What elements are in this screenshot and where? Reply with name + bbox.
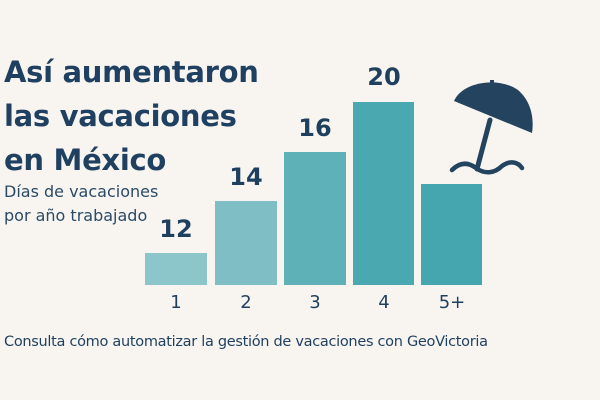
- title-line-3: en México: [4, 143, 166, 177]
- subtitle-line-1: Días de vacaciones: [4, 182, 159, 201]
- title-line-1: Así aumentaron: [4, 55, 259, 89]
- bar-2: [215, 201, 277, 285]
- bar-4: [353, 102, 414, 285]
- category-label-3: 3: [309, 292, 321, 313]
- bar-value-3: 16: [298, 114, 332, 142]
- subtitle: Días de vacaciones por año trabajado: [4, 180, 158, 228]
- page-title: Así aumentaron las vacaciones en México: [4, 50, 259, 182]
- bar-value-2: 14: [229, 163, 263, 191]
- subtitle-line-2: por año trabajado: [4, 206, 148, 225]
- title-line-2: las vacaciones: [4, 99, 237, 133]
- category-label-5: 5+: [438, 292, 466, 313]
- bar-5: [421, 184, 482, 285]
- category-label-2: 2: [240, 292, 252, 313]
- bar-3: [284, 152, 346, 285]
- bar-value-4: 20: [367, 63, 401, 91]
- category-label-4: 4: [378, 292, 390, 313]
- category-label-1: 1: [170, 292, 182, 313]
- beach-umbrella-icon: [449, 80, 533, 175]
- bar-value-1: 12: [159, 215, 193, 243]
- bar-1: [145, 253, 207, 285]
- footer-link-text: Consulta cómo automatizar la gestión de …: [4, 334, 488, 350]
